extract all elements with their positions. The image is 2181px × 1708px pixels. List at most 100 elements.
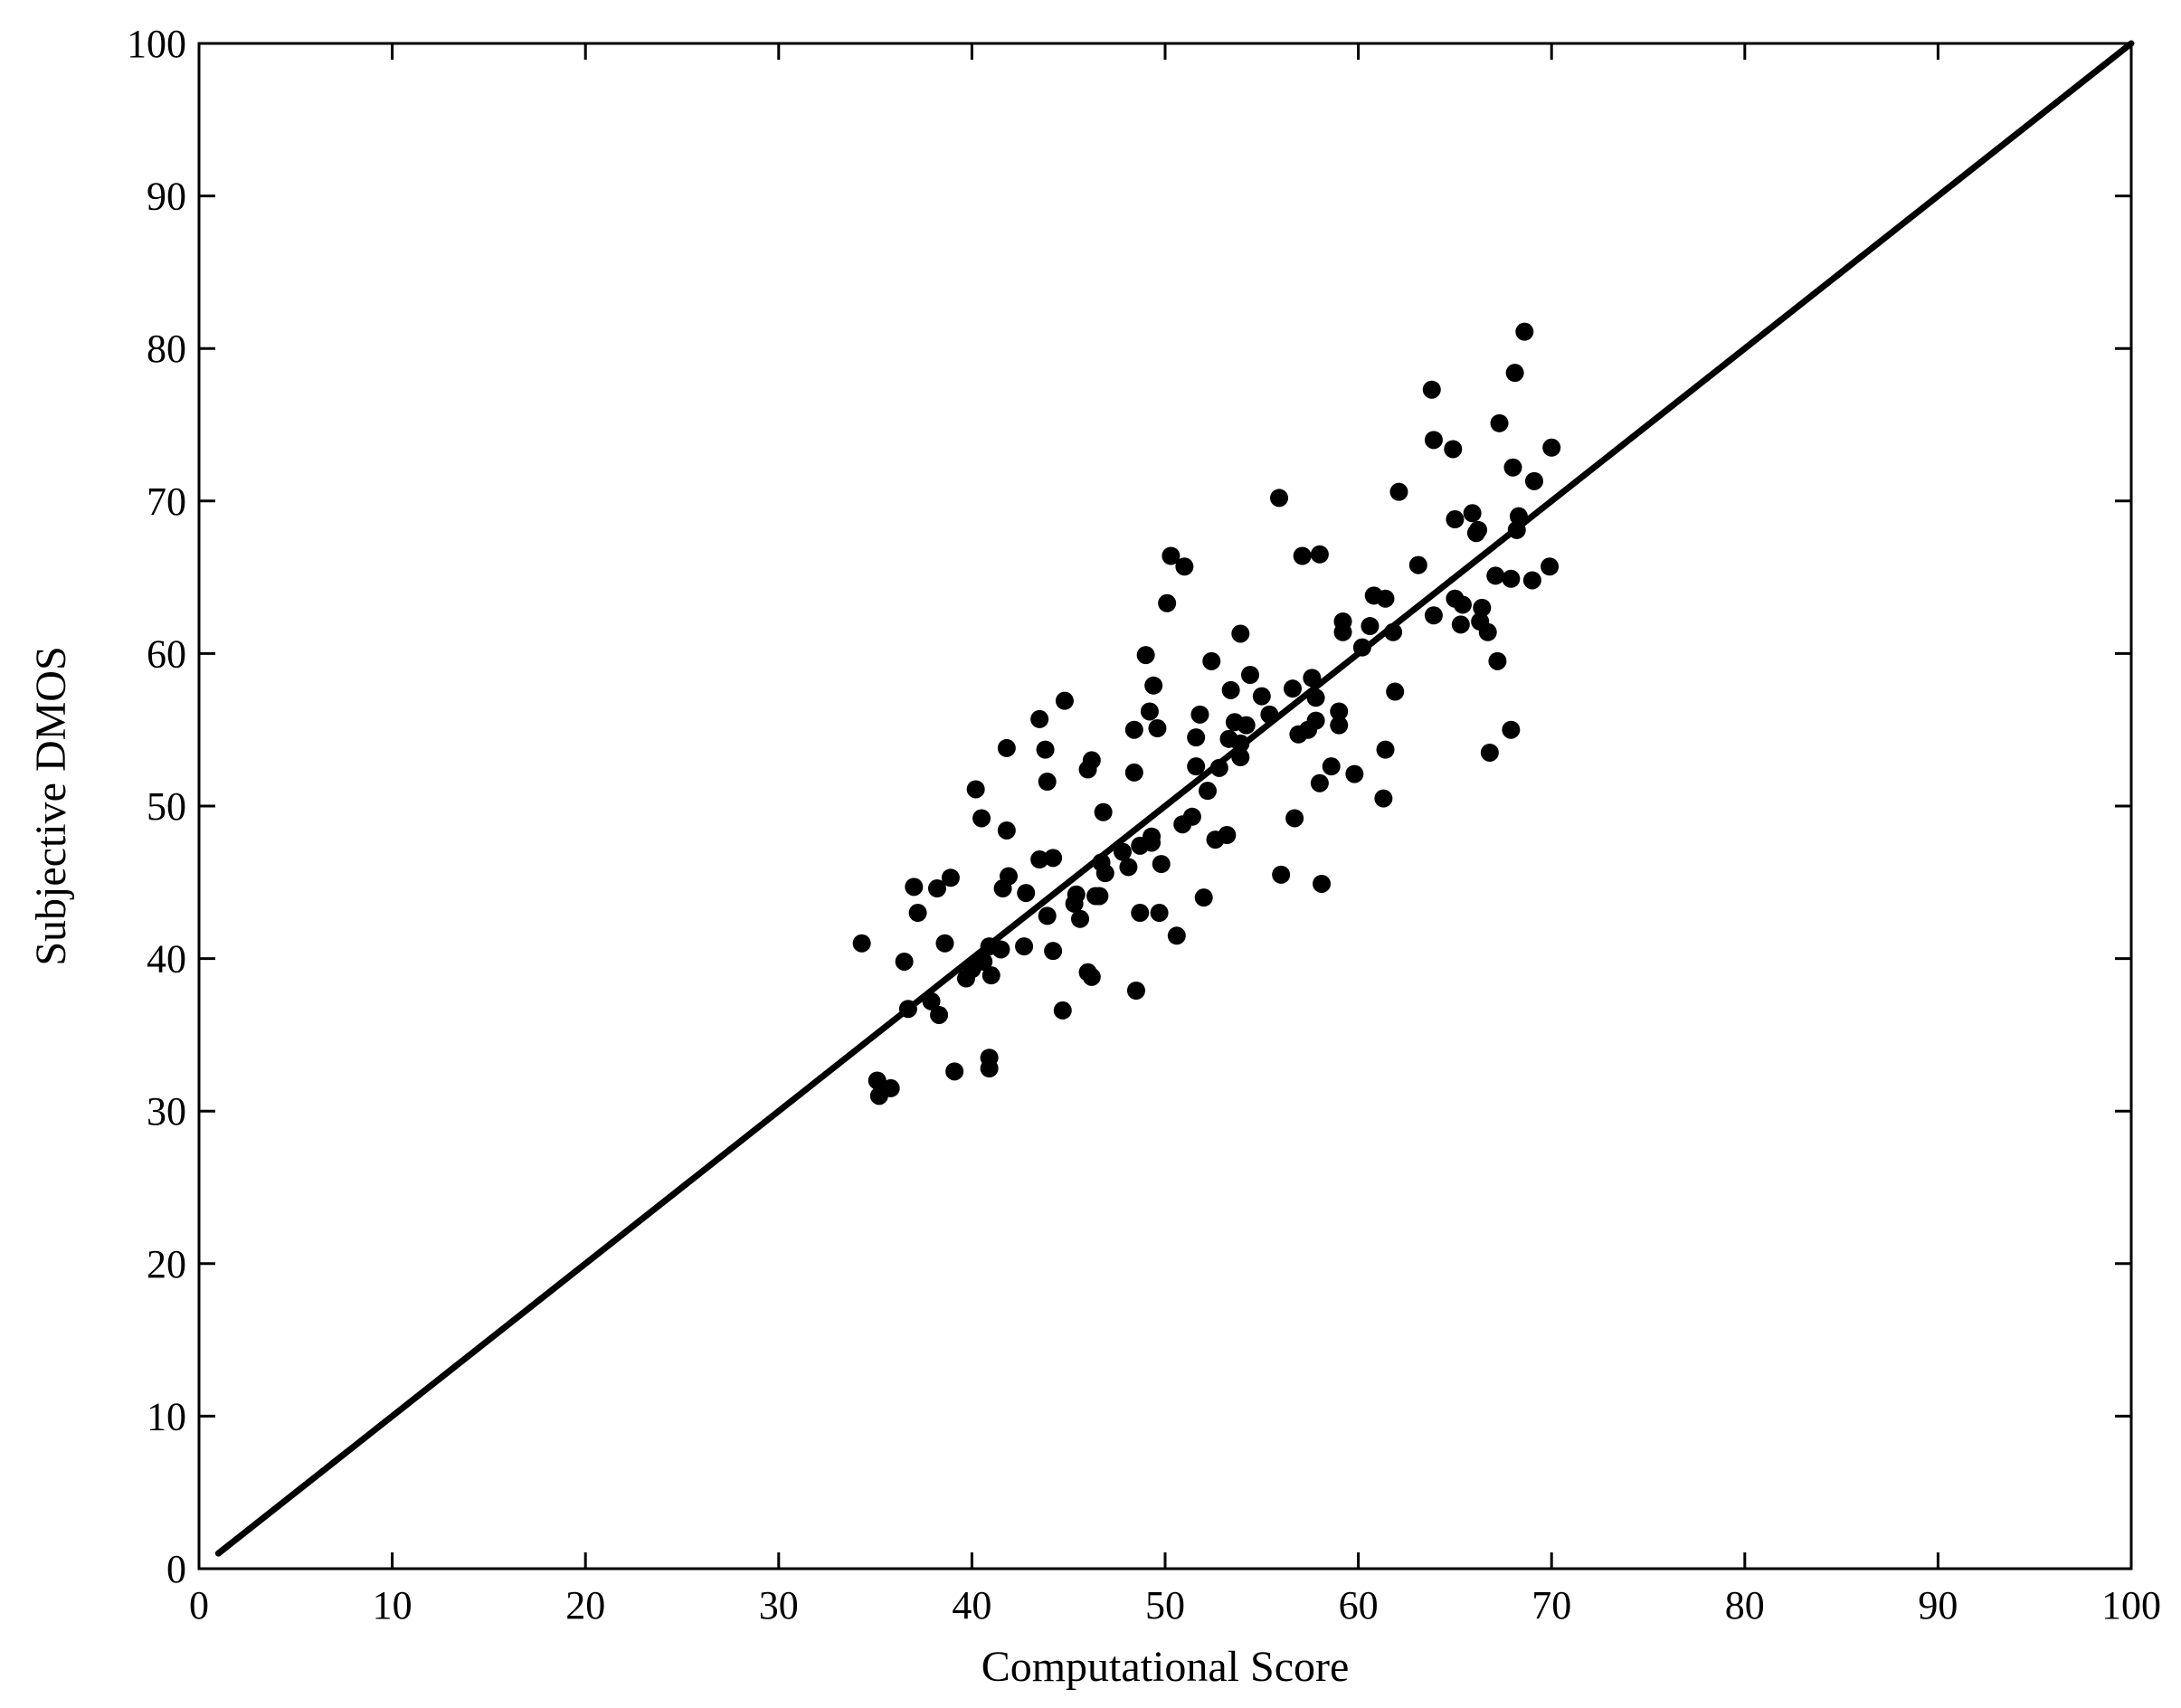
y-tick-label: 30 — [147, 1089, 186, 1134]
x-tick-label: 70 — [1531, 1583, 1571, 1627]
data-point — [1167, 926, 1186, 945]
x-tick-label: 80 — [1725, 1583, 1765, 1627]
data-point — [1082, 967, 1101, 986]
data-point — [868, 1071, 887, 1090]
data-point — [1126, 982, 1145, 1001]
data-point — [1202, 651, 1221, 670]
data-point — [1221, 680, 1240, 699]
data-point — [991, 940, 1010, 959]
y-tick-label: 70 — [147, 479, 186, 524]
data-point — [1240, 666, 1259, 685]
data-point — [1082, 751, 1101, 770]
data-point — [1140, 702, 1159, 721]
data-point — [1333, 622, 1352, 641]
data-point — [1143, 827, 1162, 846]
data-point — [1361, 617, 1380, 636]
x-tick-label: 10 — [373, 1583, 412, 1627]
y-tick-label: 50 — [147, 784, 186, 829]
x-axis-label: Computational Score — [981, 1643, 1350, 1691]
data-point — [1162, 546, 1181, 565]
x-tick-label: 90 — [1918, 1583, 1958, 1627]
data-point — [1310, 545, 1329, 564]
data-point — [997, 821, 1016, 840]
data-point — [1209, 758, 1228, 777]
data-point — [1131, 904, 1150, 923]
data-point — [1182, 807, 1201, 826]
data-point — [1119, 858, 1138, 877]
data-point — [1198, 782, 1217, 801]
data-point — [1187, 757, 1206, 776]
data-point — [1463, 504, 1482, 523]
data-point — [1231, 624, 1250, 643]
data-point — [1473, 598, 1492, 617]
data-point — [1503, 458, 1522, 477]
data-point — [1270, 489, 1289, 508]
data-point — [1386, 682, 1405, 701]
x-axis-ticks: 0 10 20 30 40 50 60 70 80 90 100 — [189, 43, 2161, 1627]
data-point — [1444, 440, 1463, 459]
y-tick-label: 80 — [147, 327, 186, 371]
data-point — [1090, 887, 1109, 906]
data-point — [1044, 942, 1063, 961]
data-point — [1453, 595, 1472, 614]
data-point — [1036, 740, 1055, 759]
data-point — [1124, 763, 1143, 782]
data-point — [981, 966, 1000, 985]
data-point — [1490, 413, 1509, 432]
data-point — [1044, 849, 1063, 868]
data-point — [1194, 888, 1213, 907]
data-point — [1190, 705, 1209, 724]
data-point — [1424, 606, 1443, 625]
data-point — [852, 934, 871, 953]
data-point — [997, 738, 1016, 757]
x-tick-label: 100 — [2101, 1583, 2161, 1627]
data-point — [1424, 431, 1443, 450]
x-tick-label: 40 — [952, 1583, 991, 1627]
data-point — [1524, 471, 1543, 490]
data-point — [980, 1058, 999, 1077]
data-point — [1237, 716, 1256, 735]
x-tick-label: 50 — [1145, 1583, 1185, 1627]
data-point — [1187, 728, 1206, 747]
data-point — [895, 952, 914, 971]
data-point — [905, 878, 924, 897]
data-point — [1094, 802, 1113, 821]
reference-line — [214, 40, 2135, 1557]
data-point — [1488, 651, 1507, 670]
data-point — [1515, 322, 1534, 341]
data-point — [1095, 864, 1114, 883]
y-tick-label: 40 — [147, 937, 186, 982]
data-point — [1313, 874, 1332, 893]
data-point — [972, 809, 991, 828]
data-point — [1509, 507, 1528, 526]
data-point — [1376, 740, 1395, 759]
data-point — [1030, 709, 1049, 728]
y-tick-label: 20 — [147, 1242, 186, 1286]
x-tick-label: 0 — [189, 1583, 209, 1627]
data-point — [999, 867, 1018, 886]
data-point — [1345, 764, 1364, 783]
data-point — [1272, 865, 1291, 884]
data-point — [1522, 571, 1541, 590]
data-point — [1303, 669, 1322, 688]
data-point — [941, 868, 960, 887]
data-point — [1469, 520, 1488, 539]
y-axis-label: Subjective DMOS — [27, 646, 75, 965]
data-point — [1306, 711, 1325, 730]
data-point — [1389, 482, 1408, 501]
data-point — [1330, 702, 1349, 721]
data-point — [1480, 743, 1499, 762]
data-point — [935, 934, 954, 953]
data-point — [1478, 622, 1497, 641]
data-point — [927, 879, 946, 898]
data-point — [922, 992, 941, 1011]
data-point — [1038, 773, 1057, 792]
data-point — [1330, 716, 1349, 735]
data-point — [908, 904, 927, 923]
data-point — [1017, 884, 1036, 903]
data-point — [1446, 510, 1465, 529]
y-tick-label: 10 — [147, 1394, 186, 1438]
y-tick-label: 90 — [147, 175, 186, 219]
data-point — [1507, 520, 1526, 539]
data-point — [1231, 748, 1250, 767]
